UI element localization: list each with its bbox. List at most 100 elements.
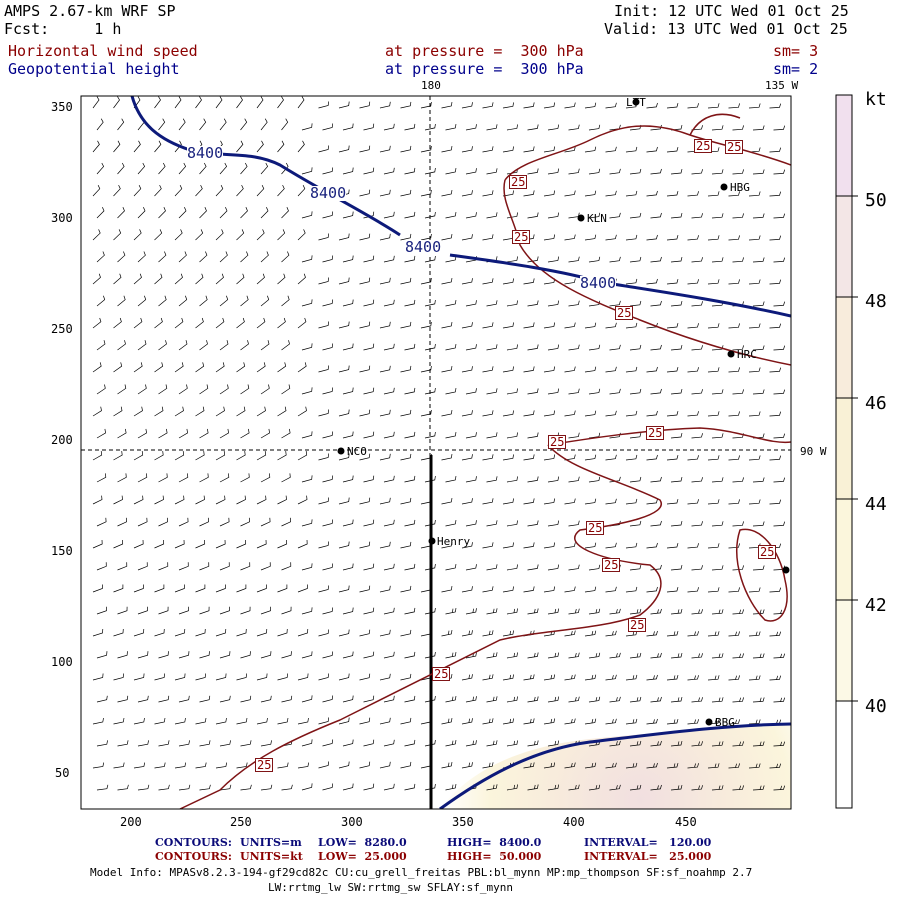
wind-barb <box>568 388 580 395</box>
wind-barb <box>769 631 782 637</box>
wind-barb <box>92 229 101 241</box>
wind-barb <box>773 653 786 659</box>
wind-barb <box>461 366 473 373</box>
wind-barb <box>195 539 206 549</box>
wind-barb <box>215 539 226 549</box>
wind-barb <box>219 562 230 571</box>
footer-low: LOW= 8280.0 <box>318 836 407 849</box>
footer-low: LOW= 25.000 <box>318 850 407 863</box>
wind-barb <box>92 451 103 461</box>
wind-barb <box>461 498 473 505</box>
wind-barb <box>773 697 786 703</box>
wind-barb <box>338 145 350 153</box>
wind-barb <box>158 784 170 791</box>
station-label-henry: Henry <box>437 535 471 548</box>
wind-barb <box>461 190 473 197</box>
wind-barb <box>154 362 164 373</box>
wind-barb <box>260 651 272 659</box>
wind-barb <box>154 273 163 285</box>
wind-barb <box>219 340 229 351</box>
wind-barb <box>691 565 703 571</box>
wind-barb <box>752 565 765 571</box>
wind-barb <box>568 256 580 263</box>
wind-barb <box>543 190 556 197</box>
wind-barb <box>748 147 761 153</box>
wind-barb <box>728 499 740 505</box>
wind-barb <box>400 629 412 637</box>
wind-barb <box>117 207 125 219</box>
wind-barb <box>338 453 350 461</box>
colorbar-segment <box>836 95 852 196</box>
wind-barb <box>158 340 167 351</box>
wind-barb <box>482 102 494 109</box>
wind-barb <box>137 651 149 659</box>
wind-barb <box>400 585 412 593</box>
wind-barb <box>666 147 679 153</box>
wind-barb <box>383 651 395 659</box>
wind-barb <box>342 651 354 659</box>
wind-barb <box>650 168 662 175</box>
wind-barb <box>445 476 457 483</box>
wind-barb <box>666 279 679 285</box>
wind-barb <box>605 366 617 373</box>
wind-barb <box>482 762 494 769</box>
wind-barb <box>564 762 576 769</box>
wind-barb <box>527 784 539 791</box>
wind-barb <box>465 608 477 615</box>
wind-barb <box>359 629 371 637</box>
wind-barb <box>301 343 313 351</box>
valid-time: Valid: 13 UTC Wed 01 Oct 25 <box>604 20 848 38</box>
wind-barb <box>92 539 103 549</box>
wind-barb <box>629 168 642 175</box>
wind-barb <box>625 146 638 153</box>
wind-barb <box>465 168 477 175</box>
wind-barb <box>588 564 601 571</box>
wind-barb <box>236 762 248 769</box>
wind-barb <box>133 362 143 373</box>
wind-barb <box>568 696 580 703</box>
wind-barb <box>486 784 498 791</box>
wind-barb <box>277 762 289 769</box>
wind-barb <box>96 428 106 439</box>
wind-barb <box>646 718 658 725</box>
wind-barb <box>318 497 329 505</box>
wind-barb <box>629 300 642 307</box>
wind-barb <box>670 389 683 395</box>
wind-barb <box>400 101 412 109</box>
wind-barb <box>666 763 679 769</box>
wind-barb <box>404 123 416 131</box>
footer-interval: INTERVAL= 25.000 <box>584 850 712 863</box>
wind-barb <box>297 717 309 725</box>
wind-barb <box>769 367 782 373</box>
wind-barb <box>769 411 782 417</box>
wind-barb <box>236 140 244 153</box>
wind-barb <box>506 608 518 615</box>
wind-barb <box>256 584 267 593</box>
wind-barb <box>441 190 453 197</box>
wind-barb <box>236 184 244 197</box>
wind-barb <box>158 651 169 659</box>
wind-barb <box>506 300 518 307</box>
wind-barb <box>322 651 334 659</box>
wind-barb <box>236 539 247 549</box>
wind-barb <box>240 695 252 703</box>
wind-barb <box>215 229 224 241</box>
wind-barb <box>342 123 354 131</box>
wind-barb <box>133 451 144 461</box>
wind-barb <box>666 719 679 725</box>
wind-barb <box>646 190 658 197</box>
wind-barb <box>629 212 642 219</box>
wind-barb <box>441 146 453 153</box>
wind-barb <box>711 169 724 175</box>
wind-barb <box>629 520 642 527</box>
wind-barb <box>277 273 286 285</box>
model-info: Model Info: MPASv8.2.3-194-gf29cd82c CU:… <box>90 866 753 879</box>
wind-barb <box>461 762 473 769</box>
wind-barb <box>215 673 227 681</box>
wind-barb <box>687 587 699 593</box>
wind-barb <box>281 517 291 527</box>
wind-barb <box>605 674 617 681</box>
wind-barb <box>199 517 209 527</box>
wind-barb <box>400 409 412 417</box>
wind-barb <box>154 229 163 241</box>
